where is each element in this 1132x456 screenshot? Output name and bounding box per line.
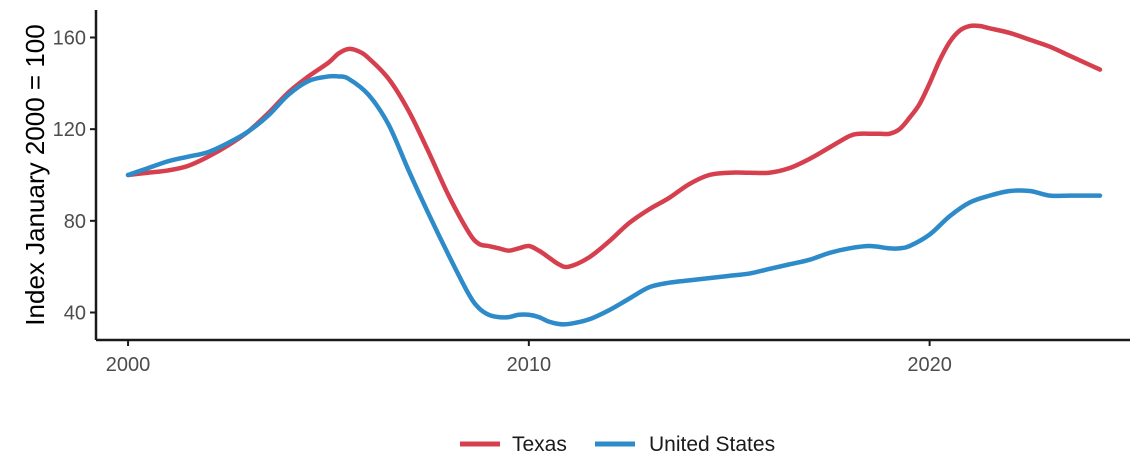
legend-label-united-states: United States	[649, 433, 775, 456]
y-tick-label: 80	[64, 211, 86, 233]
series-line-texas	[125, 23, 1103, 270]
series-line-united-states	[125, 73, 1103, 327]
y-ticks: 40 80 120 160	[53, 28, 96, 325]
y-tick-label: 160	[53, 28, 86, 50]
legend-label-texas: Texas	[512, 433, 567, 456]
y-tick-label: 120	[53, 119, 86, 141]
series-layer	[125, 23, 1103, 327]
y-tick-label: 40	[64, 303, 86, 325]
legend: Texas United States	[460, 433, 775, 456]
y-axis-title: Index January 2000 = 100	[20, 24, 50, 325]
x-ticks: 2000 2010 2020	[106, 340, 952, 376]
x-tick-label: 2020	[907, 354, 952, 376]
x-tick-label: 2000	[106, 354, 151, 376]
x-tick-label: 2010	[507, 354, 552, 376]
